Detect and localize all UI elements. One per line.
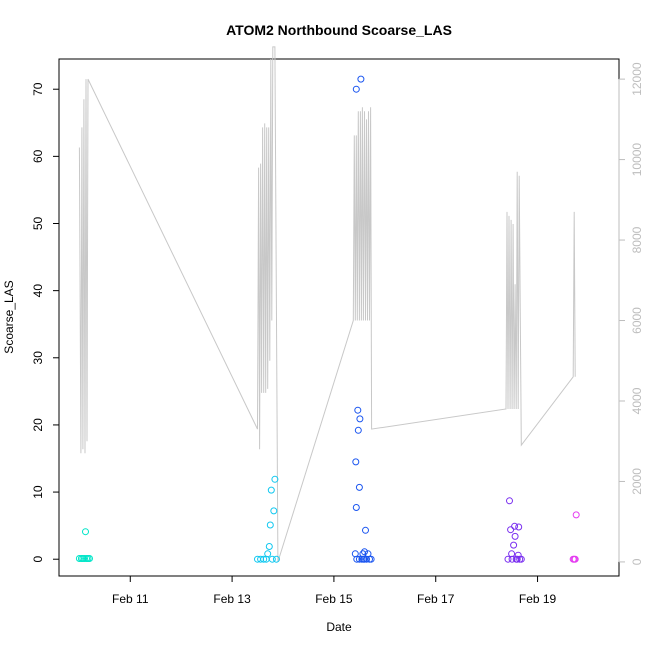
scatter-points-layer [75, 75, 580, 563]
scatter-point-41 [504, 555, 512, 563]
y-tick-label-50: 50 [31, 217, 45, 231]
y-axis-label: Scoarse_LAS [2, 280, 16, 353]
y2-tick-label-2000: 2000 [630, 468, 644, 495]
scatter-point-42 [506, 497, 513, 505]
scatter-point-46 [510, 541, 518, 549]
scatter-point-33 [361, 548, 368, 556]
y-tick-label-20: 20 [31, 418, 45, 432]
scatter-point-39 [355, 555, 363, 563]
x-axis: Feb 11 Feb 13 Feb 15 Feb 17 Feb 19 [112, 575, 557, 606]
scatter-point-3 [81, 555, 88, 562]
x-tick-label-3: Feb 17 [417, 592, 455, 606]
y-tick-label-30: 30 [31, 351, 45, 365]
scatter-point-25 [354, 406, 362, 414]
y-axis-left: 0 10 20 30 40 50 60 70 [31, 82, 60, 563]
scatter-point-58 [572, 511, 580, 519]
x-tick-label-2: Feb 15 [315, 592, 353, 606]
y-tick-label-10: 10 [31, 485, 45, 499]
scatter-point-40 [361, 555, 368, 563]
scatter-point-17 [270, 507, 278, 515]
scatter-point-21 [352, 458, 360, 466]
scatter-point-4 [82, 528, 89, 536]
y-tick-label-40: 40 [31, 284, 45, 298]
scatter-point-13 [265, 543, 273, 550]
scatter-point-48 [511, 532, 519, 540]
scatter-point-28 [356, 415, 364, 423]
y2-tick-label-6000: 6000 [630, 307, 644, 334]
scatter-point-43 [507, 526, 515, 534]
scatter-point-54 [517, 555, 525, 563]
line-series [78, 46, 576, 563]
scatter-point-16 [268, 555, 276, 563]
scatter-point-14 [266, 521, 274, 529]
line-series-layer [78, 46, 576, 563]
scatter-point-45 [508, 555, 516, 563]
x-tick-label-4: Feb 19 [519, 592, 557, 606]
y-tick-label-70: 70 [31, 82, 45, 96]
scatter-point-26 [354, 426, 362, 434]
x-tick-label-1: Feb 13 [213, 592, 251, 606]
scatter-point-18 [271, 475, 279, 483]
y-tick-label-60: 60 [31, 149, 45, 163]
x-axis-label: Date [326, 620, 352, 634]
y-tick-label-0: 0 [31, 556, 45, 563]
y2-tick-label-4000: 4000 [630, 387, 644, 414]
y2-tick-label-10000: 10000 [630, 143, 644, 177]
scatter-point-22 [352, 504, 360, 511]
chart-title: ATOM2 Northbound Scoarse_LAS [226, 22, 452, 38]
scatter-point-50 [513, 555, 521, 563]
scatter-point-15 [267, 486, 275, 494]
scatter-point-29 [357, 75, 365, 83]
y2-tick-label-0: 0 [630, 558, 644, 565]
scatter-point-7 [86, 555, 93, 562]
scatter-point-0 [75, 555, 83, 562]
scatter-point-23 [353, 555, 361, 563]
scatter-point-44 [508, 550, 516, 558]
scatter-point-47 [511, 522, 519, 530]
scatter-point-57 [571, 555, 579, 563]
plot-frame [58, 58, 620, 577]
y-axis-right: 0 2000 4000 6000 8000 10000 12000 [618, 62, 644, 565]
scatter-point-27 [355, 483, 363, 491]
scatter-point-34 [362, 526, 369, 534]
y2-tick-label-8000: 8000 [630, 226, 644, 253]
scatter-point-10 [260, 555, 268, 563]
y2-tick-label-12000: 12000 [630, 62, 644, 96]
x-tick-label-0: Feb 11 [112, 592, 149, 606]
scatter-point-19 [272, 555, 280, 563]
scatter-point-52 [515, 523, 523, 531]
scatter-point-38 [367, 555, 375, 563]
scatter-point-24 [352, 85, 360, 93]
scatter-point-12 [264, 550, 272, 558]
